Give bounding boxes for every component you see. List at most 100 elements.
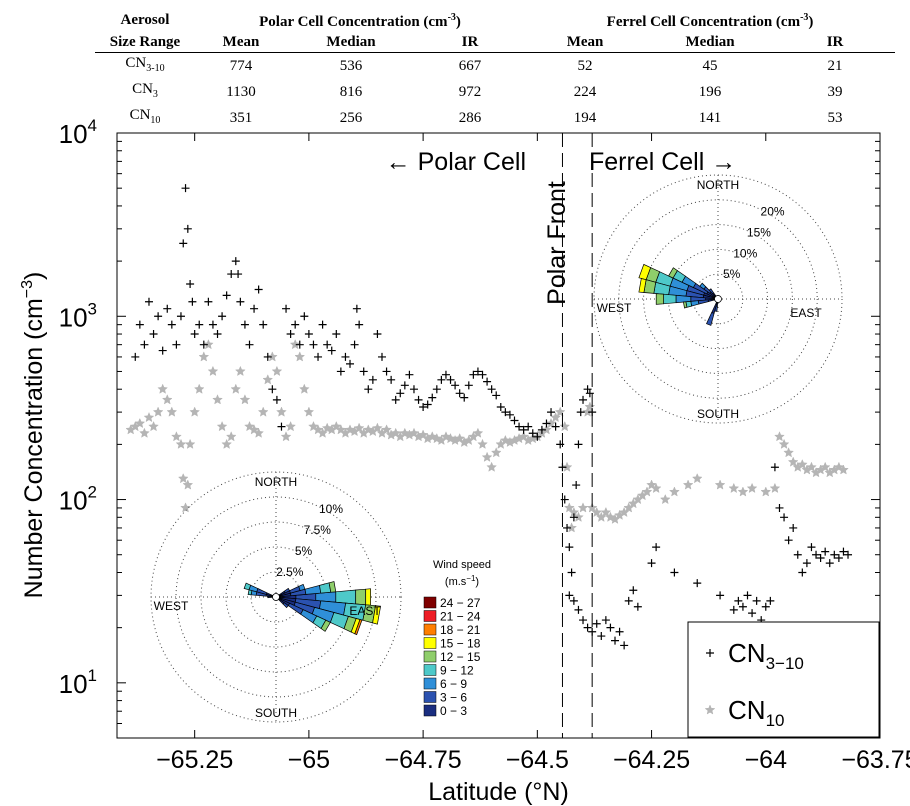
wind-legend-label: 15 − 18	[440, 637, 481, 651]
point-cn10	[641, 486, 653, 497]
point-cn3-10	[743, 591, 752, 600]
point-cn3-10	[670, 568, 679, 577]
point-cn3-10	[364, 385, 373, 394]
point-cn3-10	[268, 385, 277, 394]
point-cn3-10	[579, 395, 588, 404]
rose-segment	[699, 282, 707, 290]
point-cn3-10	[423, 400, 432, 409]
legend-marker-cn10	[704, 704, 716, 715]
point-cn3-10	[218, 312, 227, 321]
point-cn3-10	[752, 596, 761, 605]
table-row: CN10 351 256 286 194 141 53	[95, 105, 895, 131]
point-cn10	[691, 473, 703, 484]
polar-front-label: Polar Front	[543, 181, 571, 305]
point-cn3-10	[377, 352, 386, 361]
header-polar-ir: IR	[415, 32, 526, 53]
point-cn3-10	[234, 270, 243, 279]
axes-layer: −65.25 −65 −64.75 −64.5 −64.25 −64 −63.75 101 10…	[59, 116, 910, 774]
point-cn3-10	[569, 513, 578, 522]
point-cn3-10	[597, 632, 606, 641]
point-cn3-10	[579, 616, 588, 625]
point-cn3-10	[149, 330, 158, 339]
point-cn3-10	[391, 395, 400, 404]
rose-segment	[298, 583, 306, 591]
point-cn3-10	[282, 304, 291, 313]
point-cn10	[563, 502, 575, 513]
point-cn10	[737, 486, 749, 497]
point-cn3-10	[181, 184, 190, 193]
point-cn3-10	[400, 381, 409, 390]
point-cn10	[796, 459, 808, 470]
point-cn10	[294, 351, 306, 362]
point-cn10	[225, 431, 237, 442]
point-cn3-10	[748, 609, 757, 618]
point-cn3-10	[576, 408, 585, 417]
point-cn3-10	[259, 320, 268, 329]
point-cn10	[244, 420, 255, 432]
point-cn3-10	[135, 320, 144, 329]
point-cn3-10	[327, 346, 336, 355]
point-cn3-10	[821, 547, 830, 556]
point-cn3-10	[144, 297, 153, 306]
point-cn3-10	[222, 291, 231, 300]
point-cn3-10	[396, 389, 405, 398]
point-cn3-10	[336, 367, 345, 376]
wind-legend-label: 0 − 3	[440, 704, 467, 718]
point-cn10	[230, 383, 242, 394]
rose-ring-label: 15%	[747, 226, 771, 240]
point-cn3-10	[775, 503, 784, 512]
header-ferrel-cell: Ferrel Cell Concentration (cm-3)	[606, 12, 814, 30]
point-cn3-10	[245, 340, 254, 349]
point-cn3-10	[647, 559, 656, 568]
point-cn3-10	[519, 425, 528, 434]
point-cn10	[207, 365, 219, 377]
x-tick-label: −65	[288, 746, 330, 774]
wind-legend-swatch	[423, 623, 437, 636]
point-cn10	[714, 479, 726, 490]
point-cn3-10	[738, 602, 747, 611]
point-cn3-10	[729, 605, 738, 614]
point-cn3-10	[565, 543, 574, 552]
wind-legend-swatch	[423, 637, 437, 649]
point-cn3-10	[766, 596, 775, 605]
point-cn3-10	[615, 627, 624, 636]
rose-segment	[328, 581, 337, 593]
point-cn3-10	[567, 568, 576, 577]
point-cn10	[586, 502, 598, 513]
point-cn3-10	[419, 402, 428, 411]
point-cn3-10	[359, 367, 368, 376]
point-cn3-10	[183, 224, 192, 233]
point-cn3-10	[272, 395, 281, 404]
wind-legend-label: 9 − 12	[440, 664, 474, 678]
point-cn3-10	[830, 550, 839, 559]
annotation-layer: ← Polar Cell Ferrel Cell → Polar Front L…	[19, 148, 736, 806]
table-row: CN3 1130 816 972 224 196 39	[95, 79, 895, 105]
point-cn3-10	[460, 393, 469, 402]
rose-label-south: SOUTH	[697, 407, 739, 421]
point-cn3-10	[323, 340, 332, 349]
rose-segment	[372, 605, 382, 625]
point-cn10	[148, 420, 159, 432]
point-cn3-10	[355, 320, 364, 329]
point-cn10	[184, 438, 196, 449]
wind-legend-label: 21 − 24	[440, 610, 481, 624]
point-cn3-10	[569, 596, 578, 605]
point-cn3-10	[633, 602, 642, 611]
point-cn3-10	[231, 257, 240, 266]
point-cn10	[303, 406, 315, 417]
rose-segment	[282, 602, 289, 609]
rose-label-south: SOUTH	[255, 706, 297, 720]
table-cell: 536	[339, 58, 363, 74]
point-cn10	[182, 479, 194, 490]
point-cn10	[193, 383, 205, 394]
point-cn3-10	[373, 330, 382, 339]
point-cn3-10	[592, 619, 601, 628]
point-cn3-10	[606, 623, 615, 632]
point-cn3-10	[277, 422, 286, 431]
rose-label-north: NORTH	[697, 178, 739, 192]
table-cell: 816	[339, 84, 363, 100]
point-cn3-10	[784, 536, 793, 545]
rose-segment	[638, 278, 647, 293]
point-cn3-10	[802, 559, 811, 568]
